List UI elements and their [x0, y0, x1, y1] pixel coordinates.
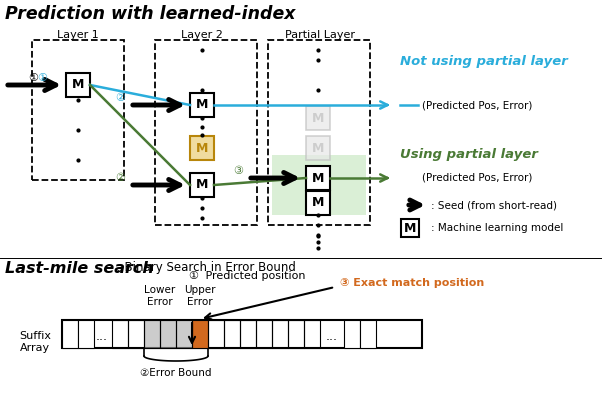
- Bar: [240, 320, 256, 348]
- Bar: [66, 73, 90, 97]
- Bar: [190, 173, 214, 197]
- Text: M: M: [312, 171, 324, 184]
- Bar: [144, 320, 192, 348]
- Bar: [306, 166, 330, 190]
- Text: ③: ③: [233, 166, 243, 176]
- Bar: [155, 40, 257, 225]
- Bar: [272, 320, 288, 348]
- Bar: [288, 320, 304, 348]
- Bar: [112, 320, 128, 348]
- Bar: [32, 40, 124, 180]
- Bar: [256, 320, 272, 348]
- Text: M: M: [312, 111, 324, 124]
- Text: Last-mile search: Last-mile search: [5, 261, 154, 276]
- Text: Lower
Error: Lower Error: [144, 285, 176, 307]
- Text: ...: ...: [96, 329, 108, 342]
- Text: ③ Exact match position: ③ Exact match position: [340, 278, 484, 288]
- Text: Layer 1: Layer 1: [57, 30, 99, 40]
- Text: Layer 2: Layer 2: [181, 30, 223, 40]
- Bar: [160, 320, 176, 348]
- Text: Prediction with learned-index: Prediction with learned-index: [5, 5, 296, 23]
- Text: Not using partial layer: Not using partial layer: [400, 55, 568, 68]
- Text: ①: ①: [37, 73, 47, 83]
- Bar: [144, 320, 160, 348]
- Bar: [192, 320, 208, 348]
- Bar: [306, 191, 330, 215]
- Text: Suffix
Array: Suffix Array: [19, 331, 51, 353]
- Bar: [78, 320, 94, 348]
- Text: ②Error Bound: ②Error Bound: [140, 368, 212, 378]
- Text: Upper
Error: Upper Error: [184, 285, 216, 307]
- Bar: [344, 320, 360, 348]
- Text: M: M: [312, 141, 324, 154]
- Bar: [306, 136, 330, 160]
- Text: ①: ①: [188, 271, 198, 281]
- Bar: [62, 320, 422, 348]
- Bar: [304, 320, 320, 348]
- Bar: [128, 320, 144, 348]
- Text: Predicted position: Predicted position: [202, 271, 305, 281]
- Text: M: M: [196, 141, 208, 154]
- Bar: [192, 320, 208, 348]
- Bar: [190, 93, 214, 117]
- Text: : Binary Search in Error Bound: : Binary Search in Error Bound: [113, 261, 296, 274]
- Text: M: M: [404, 222, 416, 235]
- Text: Using partial layer: Using partial layer: [400, 148, 538, 161]
- Text: M: M: [196, 98, 208, 111]
- Text: (Predicted Pos, Error): (Predicted Pos, Error): [422, 100, 532, 110]
- Bar: [401, 219, 419, 237]
- Text: M: M: [72, 79, 84, 92]
- Bar: [272, 155, 366, 215]
- Bar: [176, 320, 192, 348]
- Bar: [224, 320, 240, 348]
- Text: ...: ...: [326, 329, 338, 342]
- Text: ①: ①: [28, 73, 38, 83]
- Bar: [62, 320, 78, 348]
- Bar: [306, 106, 330, 130]
- Bar: [190, 136, 214, 160]
- Text: ②: ②: [115, 173, 125, 183]
- Text: (Predicted Pos, Error): (Predicted Pos, Error): [422, 173, 532, 183]
- Text: M: M: [312, 196, 324, 209]
- Bar: [360, 320, 376, 348]
- Text: ②: ②: [115, 93, 125, 103]
- Text: M: M: [196, 179, 208, 192]
- Text: Partial Layer: Partial Layer: [285, 30, 355, 40]
- Text: : Machine learning model: : Machine learning model: [431, 223, 563, 233]
- Text: : Seed (from short-read): : Seed (from short-read): [431, 200, 557, 210]
- Bar: [268, 40, 370, 225]
- Bar: [208, 320, 224, 348]
